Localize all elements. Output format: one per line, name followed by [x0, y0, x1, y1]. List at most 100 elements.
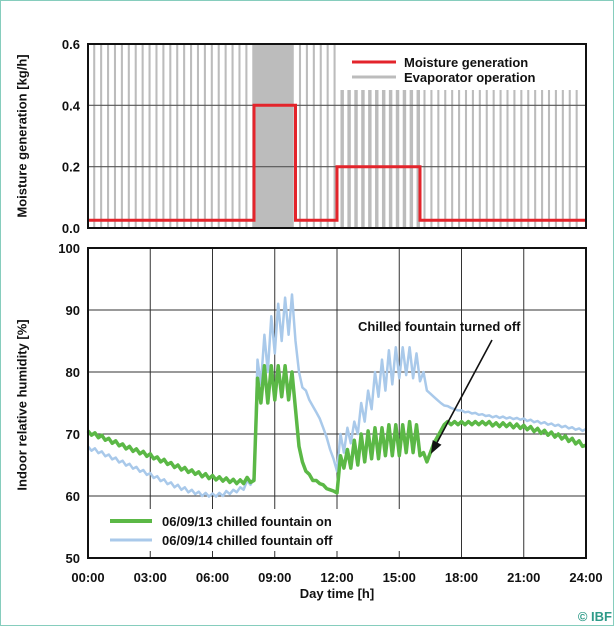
- moisture-y-axis-label: Moisture generation [kg/h]: [15, 54, 30, 217]
- evaporator-bar: [554, 90, 557, 228]
- evaporator-bar: [541, 90, 544, 228]
- evaporator-bar: [127, 44, 130, 228]
- evaporator-bar: [527, 90, 530, 228]
- x-tick-label: 00:00: [71, 570, 104, 585]
- evaporator-bar: [252, 44, 294, 228]
- evaporator-bar: [319, 44, 322, 228]
- evaporator-bar: [134, 44, 137, 228]
- evaporator-bar: [176, 44, 179, 228]
- evaporator-bar: [305, 44, 308, 228]
- evaporator-bar: [520, 90, 523, 228]
- y-tick-label: 80: [66, 365, 80, 380]
- x-axis-label: Day time [h]: [300, 586, 374, 601]
- evaporator-bar: [190, 44, 193, 228]
- humidity-panel: 06/09/13 chilled fountain on 06/09/14 ch…: [15, 241, 603, 601]
- evaporator-bar: [107, 44, 110, 228]
- evaporator-bar: [340, 90, 344, 228]
- series-line-moisture-generation: [88, 103, 586, 222]
- y-tick-label: 50: [66, 551, 80, 566]
- evaporator-bar: [231, 44, 234, 228]
- evaporator-bar: [534, 90, 537, 228]
- evaporator-bar: [492, 90, 495, 228]
- humidity-plot-border: [87, 247, 587, 559]
- legend-label-moisture-generation: Moisture generation: [404, 55, 528, 70]
- evaporator-bar: [347, 90, 351, 228]
- x-tick-label: 21:00: [507, 570, 540, 585]
- evaporator-bar: [375, 90, 379, 228]
- evaporator-bar: [155, 44, 158, 228]
- evaporator-bar: [93, 44, 96, 228]
- y-tick-label: 0.4: [62, 98, 81, 113]
- evaporator-bar: [162, 44, 165, 228]
- humidity-legend: 06/09/13 chilled fountain on 06/09/14 ch…: [100, 509, 410, 551]
- evaporator-bar: [561, 90, 564, 228]
- legend-label-chilled-fountain-off: 06/09/14 chilled fountain off: [162, 533, 333, 548]
- evaporator-bar: [464, 90, 468, 228]
- y-tick-label: 100: [58, 241, 80, 256]
- arrow-head: [430, 440, 442, 454]
- moisture-panel: Moisture generation Evaporator operation…: [15, 37, 587, 236]
- evaporator-bar: [437, 90, 440, 228]
- series-line-chilled-fountain-off: [87, 293, 587, 498]
- y-tick-label: 60: [66, 489, 80, 504]
- humidity-x-ticks: 00:00 03:00 06:00 09:00 12:00 15:00 18:00 21:00…: [71, 570, 602, 585]
- legend-background: [346, 49, 582, 87]
- evaporator-bar: [238, 44, 241, 228]
- evaporator-bar: [485, 90, 488, 228]
- x-tick-label: 24:00: [569, 570, 602, 585]
- x-tick-label: 18:00: [445, 570, 478, 585]
- arrow-shaft: [436, 339, 493, 443]
- evaporator-bar: [217, 44, 220, 228]
- evaporator-bar: [409, 90, 414, 228]
- annotation-text: Chilled fountain turned off: [358, 319, 521, 334]
- evaporator-bar: [113, 44, 117, 228]
- copyright-label: © IBF: [578, 609, 612, 624]
- humidity-y-axis-label: Indoor relative humidity [%]: [15, 319, 30, 490]
- evaporator-bar: [333, 44, 336, 228]
- evaporator-bar: [458, 90, 461, 228]
- evaporator-bar: [183, 44, 186, 228]
- evaporator-bars: [93, 44, 578, 228]
- moisture-legend: Moisture generation Evaporator operation: [346, 49, 582, 87]
- evaporator-bar: [361, 90, 365, 228]
- evaporator-bar: [547, 90, 551, 228]
- evaporator-bar: [513, 90, 516, 228]
- evaporator-bar: [395, 90, 400, 228]
- y-tick-label: 0.0: [62, 221, 80, 236]
- evaporator-bar: [169, 44, 172, 228]
- evaporator-bar: [499, 90, 502, 228]
- evaporator-bar: [388, 90, 393, 228]
- evaporator-bar: [506, 90, 509, 228]
- y-tick-label: 0.6: [62, 37, 80, 52]
- evaporator-bar: [416, 90, 420, 228]
- x-tick-label: 09:00: [258, 570, 291, 585]
- humidity-gridlines: [88, 248, 586, 558]
- evaporator-bar: [148, 44, 151, 228]
- evaporator-bar: [423, 90, 426, 228]
- x-tick-label: 06:00: [196, 570, 229, 585]
- evaporator-bar: [245, 44, 248, 228]
- moisture-y-ticks: 0.0 0.2 0.4 0.6: [62, 37, 81, 236]
- humidity-y-ticks: 50 60 70 80 90 100: [58, 241, 80, 566]
- evaporator-bar: [354, 90, 358, 228]
- evaporator-bar: [368, 90, 372, 228]
- legend-background: [100, 509, 410, 551]
- humidity-series: [86, 293, 587, 498]
- moisture-plot-border: [87, 43, 587, 229]
- x-tick-label: 12:00: [320, 570, 353, 585]
- evaporator-bar: [224, 44, 227, 228]
- evaporator-bar: [381, 90, 386, 228]
- legend-label-evaporator-operation: Evaporator operation: [404, 70, 536, 85]
- evaporator-bar: [568, 90, 571, 228]
- evaporator-bar: [210, 44, 213, 228]
- evaporator-bar: [575, 90, 578, 228]
- evaporator-bar: [196, 44, 200, 228]
- y-tick-label: 90: [66, 303, 80, 318]
- legend-label-chilled-fountain-on: 06/09/13 chilled fountain on: [162, 514, 332, 529]
- evaporator-bar: [100, 44, 103, 228]
- y-tick-label: 0.2: [62, 160, 80, 175]
- evaporator-bar: [430, 90, 433, 228]
- annotation-arrow: [430, 339, 493, 454]
- evaporator-bar: [312, 44, 315, 228]
